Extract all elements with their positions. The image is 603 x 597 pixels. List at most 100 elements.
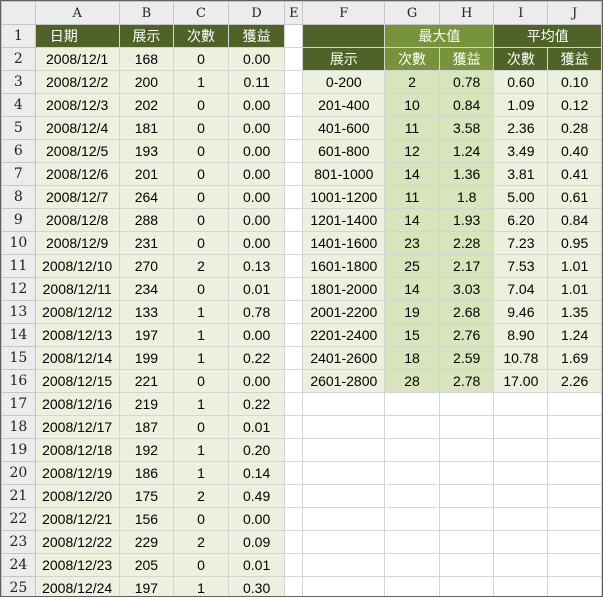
empty-cell[interactable] — [547, 438, 602, 462]
data-cell[interactable]: 192 — [118, 438, 175, 462]
right-subheader-cell[interactable]: 獲益 — [438, 47, 495, 71]
data-cell[interactable]: 234 — [118, 277, 175, 301]
summary-cell[interactable]: 28 — [384, 369, 440, 393]
summary-cell[interactable]: 18 — [384, 346, 440, 370]
empty-cell[interactable] — [438, 461, 495, 485]
data-cell[interactable]: 0.14 — [227, 461, 286, 485]
row-header[interactable]: 22 — [1, 507, 36, 531]
data-cell[interactable]: 0.20 — [227, 438, 286, 462]
empty-cell[interactable] — [384, 576, 440, 596]
left-header-cell[interactable]: 展示 — [118, 24, 175, 48]
data-cell[interactable]: 0.00 — [227, 231, 286, 255]
data-cell[interactable]: 288 — [118, 208, 175, 232]
data-cell[interactable]: 1 — [173, 576, 229, 596]
empty-cell[interactable] — [284, 507, 304, 531]
data-cell[interactable]: 2008/12/12 — [34, 300, 120, 324]
empty-cell[interactable] — [493, 461, 549, 485]
data-cell[interactable]: 0.00 — [227, 507, 286, 531]
row-header[interactable]: 4 — [1, 93, 36, 117]
empty-cell[interactable] — [284, 438, 304, 462]
empty-cell[interactable] — [284, 70, 304, 94]
left-header-cell[interactable]: 次數 — [173, 24, 229, 48]
summary-cell[interactable]: 0.95 — [547, 231, 602, 255]
summary-cell[interactable]: 14 — [384, 208, 440, 232]
empty-cell[interactable] — [493, 392, 549, 416]
empty-cell[interactable] — [284, 323, 304, 347]
data-cell[interactable]: 219 — [118, 392, 175, 416]
column-header-a[interactable]: A — [34, 1, 120, 25]
column-header-c[interactable]: C — [173, 1, 229, 25]
empty-cell[interactable] — [302, 438, 386, 462]
data-cell[interactable]: 2008/12/19 — [34, 461, 120, 485]
data-cell[interactable]: 2008/12/13 — [34, 323, 120, 347]
data-cell[interactable]: 133 — [118, 300, 175, 324]
data-cell[interactable]: 0 — [173, 93, 229, 117]
empty-cell[interactable] — [284, 208, 304, 232]
empty-cell[interactable] — [493, 415, 549, 439]
empty-cell[interactable] — [302, 507, 386, 531]
summary-cell[interactable]: 7.04 — [493, 277, 549, 301]
data-cell[interactable]: 2008/12/14 — [34, 346, 120, 370]
data-cell[interactable]: 0.01 — [227, 553, 286, 577]
summary-cell[interactable]: 1401-1600 — [302, 231, 386, 255]
data-cell[interactable]: 0.01 — [227, 415, 286, 439]
data-cell[interactable]: 202 — [118, 93, 175, 117]
empty-cell[interactable] — [547, 530, 602, 554]
summary-cell[interactable]: 7.23 — [493, 231, 549, 255]
empty-cell[interactable] — [284, 553, 304, 577]
row-header[interactable]: 21 — [1, 484, 36, 508]
empty-cell[interactable] — [438, 484, 495, 508]
summary-cell[interactable]: 0.78 — [438, 70, 495, 94]
data-cell[interactable]: 0 — [173, 231, 229, 255]
summary-cell[interactable]: 2.28 — [438, 231, 495, 255]
summary-cell[interactable]: 2.59 — [438, 346, 495, 370]
data-cell[interactable]: 2 — [173, 484, 229, 508]
data-cell[interactable]: 2008/12/8 — [34, 208, 120, 232]
right-corner-cell[interactable] — [302, 24, 386, 48]
summary-cell[interactable]: 401-600 — [302, 116, 386, 140]
summary-cell[interactable]: 0.41 — [547, 162, 602, 186]
empty-cell[interactable] — [493, 576, 549, 596]
summary-cell[interactable]: 14 — [384, 162, 440, 186]
data-cell[interactable]: 0 — [173, 47, 229, 71]
column-header-f[interactable]: F — [302, 1, 386, 25]
row-header[interactable]: 3 — [1, 70, 36, 94]
data-cell[interactable]: 2008/12/1 — [34, 47, 120, 71]
data-cell[interactable]: 156 — [118, 507, 175, 531]
summary-cell[interactable]: 3.49 — [493, 139, 549, 163]
data-cell[interactable]: 0.00 — [227, 369, 286, 393]
column-header-g[interactable]: G — [384, 1, 440, 25]
group-header-max[interactable]: 最大值 — [384, 24, 495, 48]
row-header[interactable]: 1 — [1, 24, 36, 48]
row-header[interactable]: 18 — [1, 415, 36, 439]
data-cell[interactable]: 2008/12/18 — [34, 438, 120, 462]
data-cell[interactable]: 0.01 — [227, 277, 286, 301]
data-cell[interactable]: 0.00 — [227, 139, 286, 163]
empty-cell[interactable] — [302, 553, 386, 577]
data-cell[interactable]: 2 — [173, 254, 229, 278]
empty-cell[interactable] — [302, 530, 386, 554]
empty-cell[interactable] — [284, 415, 304, 439]
right-subheader-cell[interactable]: 展示 — [302, 47, 386, 71]
empty-cell[interactable] — [284, 484, 304, 508]
empty-cell[interactable] — [284, 47, 304, 71]
data-cell[interactable]: 0.13 — [227, 254, 286, 278]
summary-cell[interactable]: 9.46 — [493, 300, 549, 324]
data-cell[interactable]: 0 — [173, 277, 229, 301]
summary-cell[interactable]: 2.36 — [493, 116, 549, 140]
data-cell[interactable]: 221 — [118, 369, 175, 393]
summary-cell[interactable]: 2.76 — [438, 323, 495, 347]
empty-cell[interactable] — [384, 553, 440, 577]
row-header[interactable]: 16 — [1, 369, 36, 393]
row-header[interactable]: 25 — [1, 576, 36, 596]
summary-cell[interactable]: 17.00 — [493, 369, 549, 393]
data-cell[interactable]: 0.00 — [227, 185, 286, 209]
data-cell[interactable]: 193 — [118, 139, 175, 163]
data-cell[interactable]: 0.00 — [227, 323, 286, 347]
empty-cell[interactable] — [284, 576, 304, 596]
summary-cell[interactable]: 0.12 — [547, 93, 602, 117]
summary-cell[interactable]: 0.61 — [547, 185, 602, 209]
empty-cell[interactable] — [284, 116, 304, 140]
empty-cell[interactable] — [284, 162, 304, 186]
empty-cell[interactable] — [284, 231, 304, 255]
